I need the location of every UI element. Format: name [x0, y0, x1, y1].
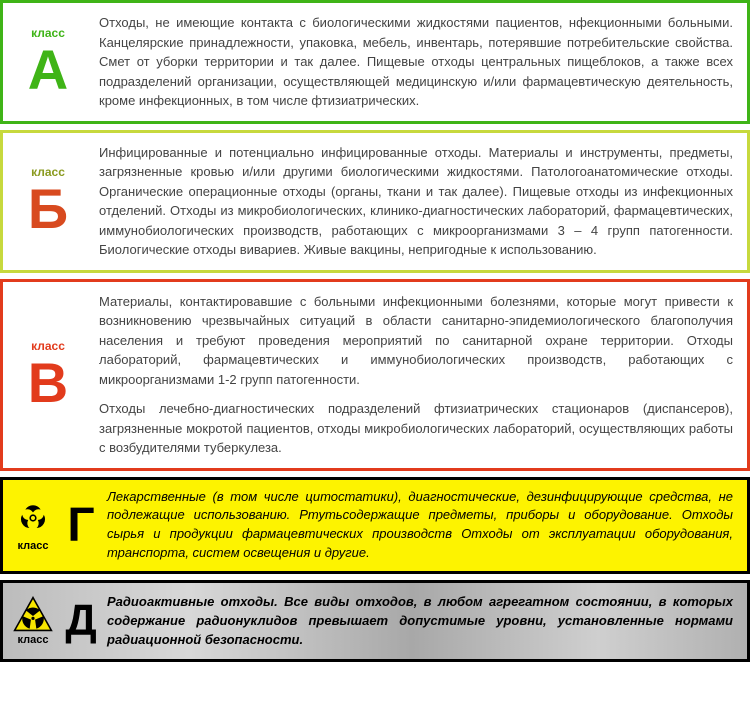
class-d-letter-col: Д	[63, 583, 99, 660]
class-b-description: Инфицированные и потенциально инфицирова…	[93, 133, 747, 270]
class-b-row: класс Б Инфицированные и потенциально ин…	[0, 130, 750, 273]
class-d-icon-col: класс	[3, 583, 63, 660]
class-d-description: Радиоактивные отходы. Все виды отходов, …	[99, 583, 747, 660]
class-d-letter: Д	[65, 596, 96, 646]
class-b-letter: Б	[28, 181, 68, 237]
class-b-label: класс Б	[3, 133, 93, 270]
class-a-label: класс А	[3, 3, 93, 121]
class-g-description: Лекарственные (в том числе цитостатики),…	[99, 480, 747, 571]
class-a-description: Отходы, не имеющие контакта с биологичес…	[93, 3, 747, 121]
biohazard-icon	[13, 498, 53, 538]
class-g-icon-col: класс	[3, 480, 63, 571]
class-g-label-top: класс	[18, 540, 49, 552]
class-d-row: класс Д Радиоактивные отходы. Все виды о…	[0, 580, 750, 663]
class-g-row: класс Г Лекарственные (в том числе цитос…	[0, 477, 750, 574]
class-v-description: Материалы, контактировавшие с больными и…	[93, 282, 747, 468]
radiation-icon	[13, 596, 53, 632]
class-a-row: класс А Отходы, не имеющие контакта с би…	[0, 0, 750, 124]
class-d-label-top: класс	[18, 634, 49, 646]
class-v-label: класс В	[3, 282, 93, 468]
class-v-row: класс В Материалы, контактировавшие с бо…	[0, 279, 750, 471]
class-v-letter: В	[28, 355, 68, 411]
class-g-letter: Г	[67, 498, 94, 553]
class-g-letter-col: Г	[63, 480, 99, 571]
class-a-letter: А	[28, 42, 68, 98]
